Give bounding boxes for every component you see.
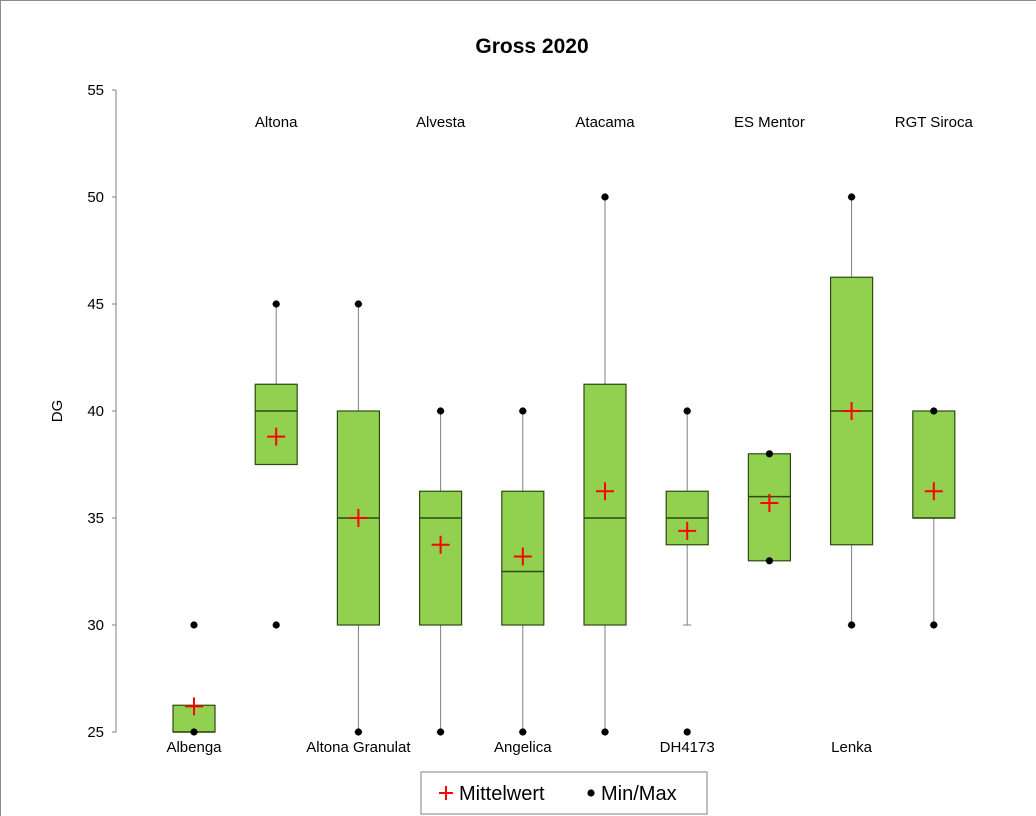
box-rect <box>912 410 956 519</box>
max-marker <box>272 300 280 308</box>
mean-marker <box>349 509 368 527</box>
box-8 <box>829 193 874 629</box>
mean-marker <box>185 697 203 716</box>
legend-label-minmax: Min/Max <box>601 783 677 805</box>
max-marker <box>190 621 198 629</box>
category-label: DH4173 <box>660 739 715 756</box>
category-label: Altona Granulat <box>306 739 411 756</box>
min-marker <box>848 621 856 629</box>
category-labels: Albenga Altona Altona Granulat Alvesta Angel… <box>166 114 973 756</box>
mean-marker <box>678 521 697 540</box>
max-marker <box>437 407 445 415</box>
max-marker <box>601 193 609 201</box>
mean-marker <box>842 402 861 420</box>
box-2 <box>336 300 380 736</box>
chart-title: Gross 2020 <box>475 35 588 58</box>
y-tick-label: 40 <box>87 403 104 420</box>
min-marker <box>354 728 362 736</box>
boxes-group <box>172 193 956 736</box>
category-label: Angelica <box>494 739 552 756</box>
min-marker <box>683 728 691 736</box>
max-marker <box>765 450 774 458</box>
box-6 <box>665 407 709 736</box>
min-marker <box>190 728 198 736</box>
y-tick-label: 35 <box>87 510 104 527</box>
min-marker <box>601 728 609 736</box>
mean-marker <box>596 482 614 501</box>
box-4 <box>501 407 545 736</box>
max-marker <box>848 193 856 201</box>
mean-marker <box>924 482 943 501</box>
box-3 <box>419 407 463 736</box>
mean-marker <box>267 427 286 446</box>
category-label: Altona <box>255 114 298 131</box>
max-marker <box>519 407 527 415</box>
category-label: RGT Siroca <box>895 114 974 131</box>
legend-mean-marker <box>439 786 453 800</box>
y-tick-label: 55 <box>87 82 104 99</box>
min-marker <box>437 728 445 736</box>
box-9 <box>912 407 956 629</box>
legend-box <box>420 771 708 815</box>
y-tick-label: 50 <box>87 189 104 206</box>
y-axis: 25 30 35 40 45 50 55 <box>87 82 117 741</box>
min-marker <box>930 621 938 629</box>
legend: Mittelwert Min/Max <box>420 771 708 815</box>
legend-minmax-marker <box>587 789 595 797</box>
y-tick-label: 45 <box>87 296 104 313</box>
y-axis-label: DG <box>49 400 66 423</box>
box-5 <box>583 193 627 736</box>
box-1 <box>254 300 298 629</box>
category-label: Albenga <box>166 739 222 756</box>
category-label: Lenka <box>831 739 873 756</box>
mean-marker <box>760 494 779 513</box>
min-marker <box>519 728 527 736</box>
box-rect <box>254 383 298 466</box>
max-marker <box>683 407 691 415</box>
box-7 <box>747 450 792 565</box>
category-label: Atacama <box>575 114 635 131</box>
max-marker <box>930 407 938 415</box>
category-label: ES Mentor <box>734 114 805 131</box>
min-marker <box>765 557 774 565</box>
y-tick-label: 25 <box>87 724 104 741</box>
category-label: Alvesta <box>416 114 466 131</box>
box-rect <box>419 490 463 626</box>
legend-label-mean: Mittelwert <box>459 783 545 805</box>
min-marker <box>272 621 280 629</box>
box-rect <box>583 383 627 626</box>
max-marker <box>354 300 362 308</box>
mean-marker <box>513 547 532 566</box>
box-0 <box>172 621 216 736</box>
mean-marker <box>431 535 450 554</box>
y-tick-label: 30 <box>87 617 104 634</box>
